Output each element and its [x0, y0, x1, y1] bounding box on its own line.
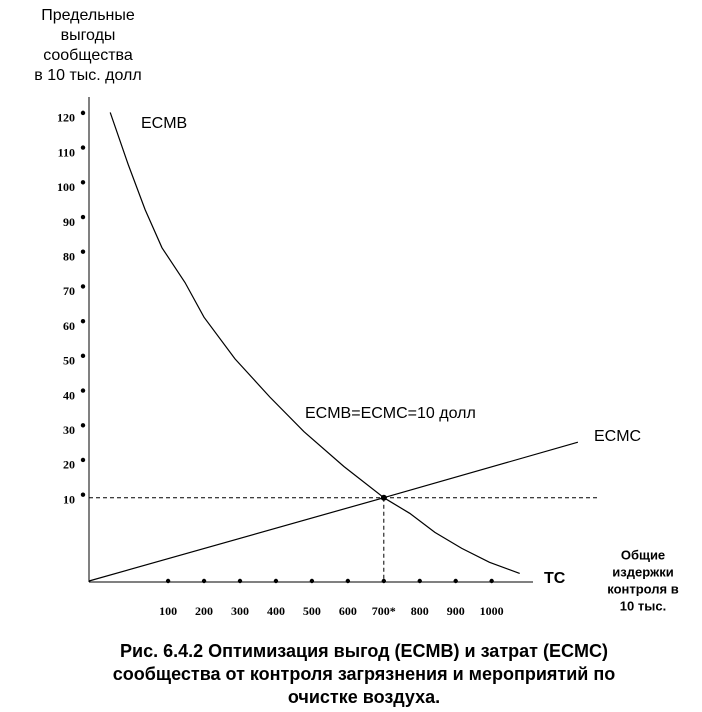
x-tick-label: 500 [303, 604, 321, 618]
y-tick-mark [80, 353, 86, 359]
line [109, 112, 520, 574]
y-tick-label: 90 [63, 215, 75, 229]
annotation: ECMB=ECMC=10 долл [305, 405, 476, 422]
y-tick-label: 100 [57, 180, 75, 194]
x-tick-label: 900 [447, 604, 465, 618]
y-tick-mark [80, 249, 86, 254]
x-tick-mark [165, 578, 171, 584]
y-tick-mark [80, 284, 86, 289]
x-tick-label: 100 [159, 604, 177, 618]
x-tick-mark [381, 578, 387, 584]
x-tick-mark [345, 578, 351, 584]
y-axis-title: сообщества [43, 47, 133, 64]
x-tick-mark [237, 578, 243, 584]
x-tick-label: 700* [372, 604, 396, 618]
x-tick-label: 1000 [480, 604, 504, 618]
y-axis-title: в 10 тыс. долл [34, 67, 141, 84]
x-axis-note: долл [627, 615, 659, 630]
y-tick-label: 60 [63, 319, 75, 333]
x-tick-mark [453, 578, 458, 584]
y-tick-label: 80 [63, 249, 75, 263]
x-tick-mark [201, 578, 207, 584]
x-tick-label: 300 [231, 604, 249, 618]
y-tick-mark [80, 110, 86, 116]
x-axis-note: контроля в [607, 581, 679, 596]
x-axis-note: издержки [612, 564, 673, 579]
y-tick-label: 30 [63, 423, 75, 437]
y-tick-label: 120 [57, 111, 75, 125]
y-axis-title: выгоды [61, 27, 116, 44]
caption: сообщества от контроля загрязнения и мер… [113, 664, 615, 684]
y-tick-label: 20 [63, 458, 75, 472]
caption: Рис. 6.4.2 Оптимизация выгод (ECMB) и за… [120, 641, 608, 661]
y-tick-label: 50 [63, 354, 75, 368]
y-axis-title: Предельные [41, 7, 135, 24]
x-axis-note: Общие [621, 547, 665, 562]
y-tick-mark [80, 492, 86, 497]
x-tick-label: 400 [267, 604, 285, 618]
y-tick-mark [80, 318, 86, 324]
x-axis-note: 10 тыс. [620, 598, 666, 613]
line [88, 441, 579, 582]
y-tick-label: 110 [58, 145, 75, 159]
x-tick-label: 600 [339, 604, 357, 618]
x-tick-mark [417, 578, 422, 584]
y-tick-label: 10 [63, 492, 75, 506]
y-tick-label: 70 [63, 284, 75, 298]
caption: очистке воздуха. [288, 687, 440, 707]
x-tick-mark [273, 578, 279, 584]
x-axis-title: TC [544, 570, 566, 587]
y-tick-label: 40 [63, 388, 75, 402]
y-tick-mark [80, 423, 86, 428]
y-tick-mark [80, 388, 86, 393]
y-tick-mark [80, 214, 86, 220]
y-tick-mark [80, 145, 86, 150]
x-tick-mark [309, 578, 315, 584]
x-tick-label: 800 [411, 604, 429, 618]
x-tick-mark [489, 578, 494, 584]
y-tick-mark [80, 180, 86, 185]
y-tick-mark [80, 457, 86, 463]
series-label: ECMB [141, 115, 187, 132]
series-label: ECMC [594, 428, 641, 445]
x-tick-label: 200 [195, 604, 213, 618]
